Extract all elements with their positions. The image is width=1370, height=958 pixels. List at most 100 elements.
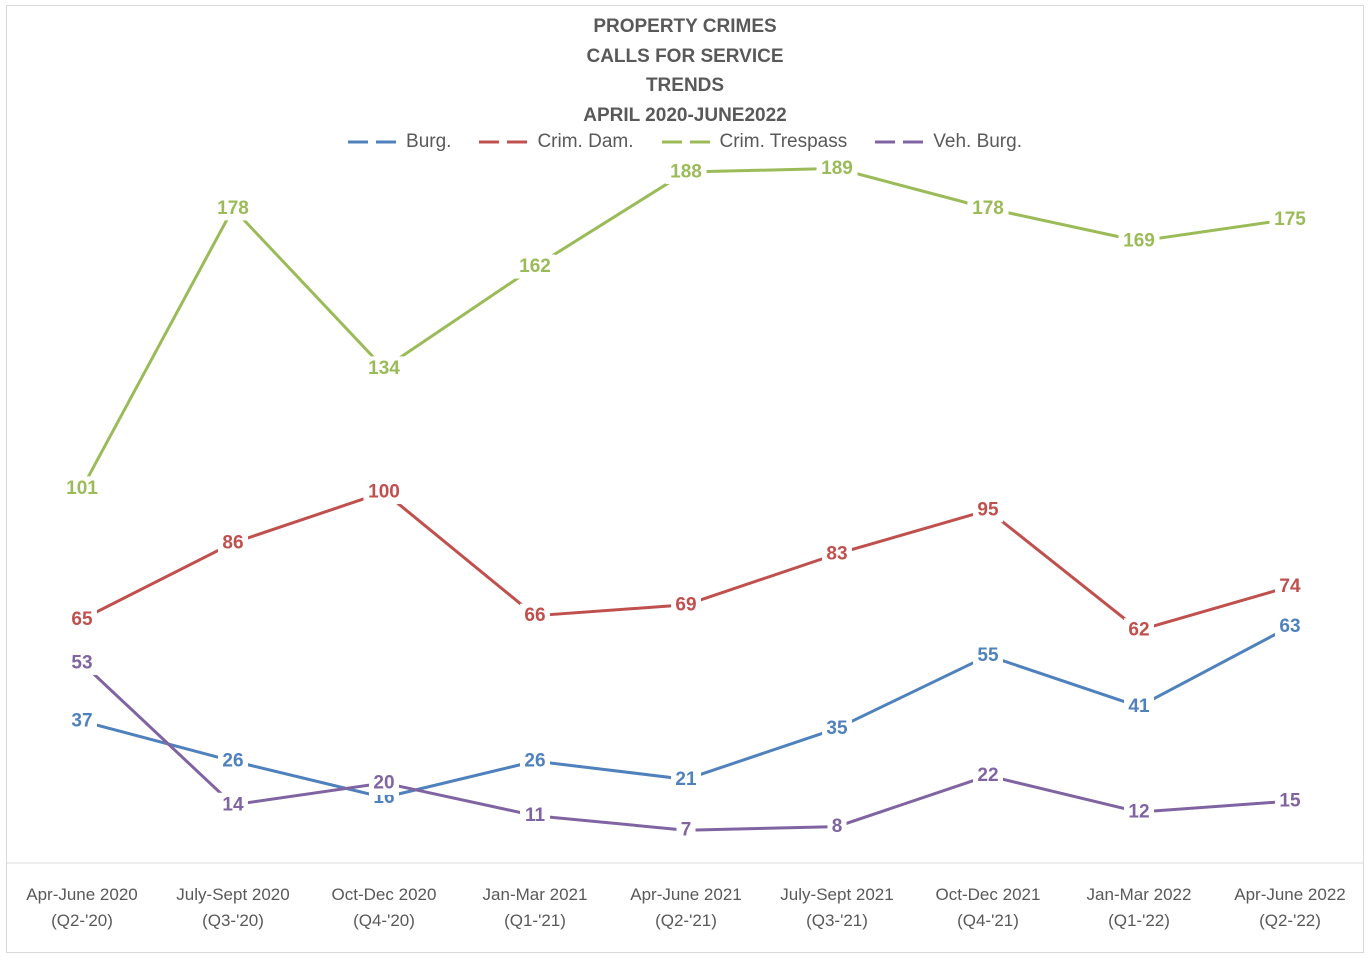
data-label-crim-dam-6: 95 (977, 500, 999, 521)
data-label-crim-dam-0: 65 (71, 609, 93, 630)
data-label-bg (967, 196, 1009, 221)
data-label-crim-trespass-5: 189 (821, 158, 853, 179)
data-label-bg (61, 476, 103, 501)
data-label-veh-burg-8: 15 (1279, 791, 1301, 812)
data-label-bg (520, 749, 550, 774)
data-label-bg (822, 716, 852, 741)
data-label-burg-1: 26 (222, 751, 243, 772)
data-label-bg (1269, 207, 1311, 232)
x-tick-label-8: Apr-June 2022 (Q2-'22) (1234, 885, 1346, 930)
data-label-bg (665, 160, 707, 185)
chart-legend: Burg. Crim. Dam. Crim. Trespass Veh. Bur… (0, 131, 1370, 153)
data-label-bg (363, 356, 405, 381)
data-label-crim-dam-2: 100 (368, 482, 400, 503)
data-label-crim-dam-1: 86 (222, 532, 243, 553)
data-label-crim-trespass-4: 188 (670, 162, 702, 183)
data-label-bg (1275, 614, 1305, 639)
chart-title: PROPERTY CRIMES CALLS FOR SERVICE TRENDS… (0, 12, 1370, 130)
data-label-burg-6: 55 (977, 645, 999, 666)
data-label-veh-burg-2: 20 (373, 772, 394, 793)
data-label-crim-trespass-1: 178 (217, 198, 249, 219)
data-label-veh-burg-1: 14 (222, 794, 244, 815)
legend-label-veh-burg: Veh. Burg. (933, 131, 1022, 152)
data-label-bg (973, 763, 1003, 788)
data-label-burg-8: 63 (1279, 616, 1300, 637)
legend-label-burg: Burg. (406, 131, 452, 152)
data-label-bg (676, 818, 696, 843)
data-label-burg-0: 37 (71, 711, 92, 732)
data-label-bg (520, 603, 550, 628)
x-tick-label-2: Oct-Dec 2020 (Q4-'20) (332, 885, 437, 930)
legend-label-crim-dam: Crim. Dam. (537, 131, 634, 152)
chart-title-line-4: APRIL 2020-JUNE2022 (583, 104, 787, 126)
series-layer (80, 166, 1291, 832)
data-label-bg (822, 541, 852, 566)
data-label-bg (671, 592, 701, 617)
data-label-bg (520, 803, 550, 828)
data-label-veh-burg-4: 7 (681, 820, 692, 841)
data-label-veh-burg-3: 11 (525, 805, 546, 826)
data-label-bg (369, 770, 399, 795)
legend-label-crim-trespass: Crim. Trespass (719, 131, 848, 152)
data-label-veh-burg-5: 8 (832, 816, 843, 837)
data-label-layer: 3726162621355541636586100666983956274101… (61, 156, 1311, 843)
data-label-crim-trespass-0: 101 (66, 478, 98, 499)
data-label-bg (514, 254, 556, 279)
data-label-crim-dam-3: 66 (524, 605, 545, 626)
data-label-crim-dam-7: 62 (1128, 620, 1149, 641)
data-label-bg (671, 767, 701, 792)
legend-swatch-veh-burg (875, 140, 930, 144)
data-label-bg (363, 480, 405, 505)
data-label-bg (1275, 789, 1305, 814)
data-label-bg (67, 709, 97, 734)
x-tick-label-3: Jan-Mar 2021 (Q1-'21) (483, 885, 588, 930)
legend-item-burg: Burg. (348, 131, 451, 153)
data-label-bg (67, 607, 97, 632)
legend-swatch-burg (348, 140, 403, 144)
data-label-bg (1124, 694, 1154, 719)
data-label-bg (218, 530, 248, 555)
data-label-bg (1124, 618, 1154, 643)
chart-title-line-2: CALLS FOR SERVICE (586, 45, 784, 67)
legend-swatch-crim-trespass (661, 140, 716, 144)
data-label-crim-trespass-2: 134 (368, 358, 400, 379)
data-label-bg (218, 749, 248, 774)
data-label-bg (827, 814, 847, 839)
data-label-bg (973, 498, 1003, 523)
data-label-bg (1124, 800, 1154, 825)
x-tick-layer: Apr-June 2020 (Q2-'20) July-Sept 2020 (Q3-'… (26, 885, 1346, 930)
legend-item-crim-trespass: Crim. Trespass (661, 131, 848, 153)
data-label-bg (973, 643, 1003, 668)
legend-item-crim-dam: Crim. Dam. (479, 131, 634, 153)
data-label-crim-trespass-3: 162 (519, 256, 551, 277)
x-tick-label-1: July-Sept 2020 (Q3-'20) (176, 885, 289, 930)
data-label-crim-trespass-8: 175 (1274, 209, 1306, 230)
data-label-crim-dam-8: 74 (1279, 576, 1301, 597)
chart-title-line-3: TRENDS (645, 75, 725, 96)
x-tick-label-7: Jan-Mar 2022 (Q1-'22) (1087, 885, 1192, 930)
x-tick-label-5: July-Sept 2021 (Q3-'21) (780, 885, 893, 930)
data-label-burg-3: 26 (524, 751, 545, 772)
data-label-bg (218, 792, 248, 817)
data-label-veh-burg-7: 12 (1128, 802, 1149, 823)
data-label-bg (67, 650, 97, 675)
data-label-bg (1275, 574, 1305, 599)
data-label-crim-trespass-6: 178 (972, 198, 1004, 219)
data-label-burg-4: 21 (675, 769, 697, 790)
x-tick-label-4: Apr-June 2021 (Q2-'21) (630, 885, 742, 930)
x-tick-label-6: Oct-Dec 2021 (Q4-'21) (936, 885, 1041, 930)
series-line-crim-trespass (80, 166, 1291, 490)
data-label-burg-7: 41 (1128, 696, 1150, 717)
series-line-veh-burg (80, 661, 1291, 832)
data-label-veh-burg-0: 53 (71, 652, 92, 673)
data-label-burg-5: 35 (826, 718, 848, 739)
legend-swatch-crim-dam (479, 140, 534, 144)
data-label-bg (816, 156, 858, 181)
x-tick-label-0: Apr-June 2020 (Q2-'20) (26, 885, 138, 930)
data-label-bg (1118, 229, 1160, 254)
data-label-crim-dam-4: 69 (675, 594, 696, 615)
data-label-crim-trespass-7: 169 (1123, 231, 1155, 252)
legend-item-veh-burg: Veh. Burg. (875, 131, 1022, 153)
chart-title-line-1: PROPERTY CRIMES (593, 16, 777, 37)
